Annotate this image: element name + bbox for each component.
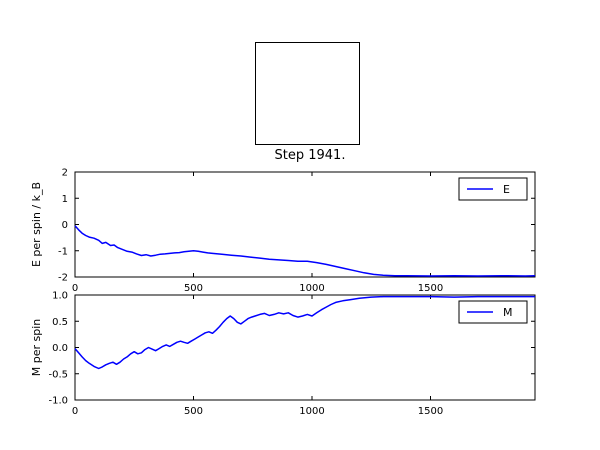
y-tick-label: 0.5 xyxy=(52,317,68,328)
y-tick-label: 1.0 xyxy=(52,291,68,302)
x-tick-label: 1000 xyxy=(299,283,324,291)
x-tick-label: 0 xyxy=(72,283,78,291)
lattice-box xyxy=(255,42,360,145)
y-axis-ticks: -2 -1 0 1 2 xyxy=(58,168,535,284)
y-axis-ticks: -1.0 -0.5 0.0 0.5 1.0 xyxy=(48,291,535,407)
y-tick-label: 2 xyxy=(62,168,68,179)
y-tick-label: 0.0 xyxy=(52,343,68,354)
e-series-line xyxy=(74,225,536,277)
energy-chart: 0 500 1000 1500 -2 -1 0 1 2 E per spin / k_B E xyxy=(30,168,536,291)
x-tick-label: 500 xyxy=(184,406,203,417)
y-tick-label: -1.0 xyxy=(48,396,68,407)
y-axis-label: E per spin / k_B xyxy=(30,182,43,267)
x-tick-label: 1500 xyxy=(418,283,443,291)
y-tick-label: 1 xyxy=(62,194,68,205)
step-title: Step 1941. xyxy=(274,148,346,163)
y-tick-label: -0.5 xyxy=(48,369,68,380)
y-tick-label: -1 xyxy=(58,246,68,257)
x-axis-ticks: 0 500 1000 1500 xyxy=(72,172,443,291)
x-tick-label: 1000 xyxy=(299,406,324,417)
plot-frame xyxy=(74,171,536,278)
legend-label: E xyxy=(503,183,510,196)
x-tick-label: 0 xyxy=(72,406,78,417)
y-axis-label: M per spin xyxy=(30,319,43,377)
legend: E xyxy=(458,177,528,201)
magnetization-chart: 0 500 1000 1500 -1.0 -0.5 0.0 0.5 1.0 M per spin M xyxy=(30,291,536,417)
plot-frame xyxy=(74,294,536,401)
m-series-line xyxy=(74,295,535,370)
x-tick-label: 1500 xyxy=(418,406,443,417)
legend-label: M xyxy=(503,306,513,319)
y-tick-label: 0 xyxy=(62,220,68,231)
x-tick-label: 500 xyxy=(184,283,203,291)
y-tick-label: -2 xyxy=(58,273,68,284)
x-axis-ticks: 0 500 1000 1500 xyxy=(72,295,443,417)
legend: M xyxy=(458,300,528,324)
